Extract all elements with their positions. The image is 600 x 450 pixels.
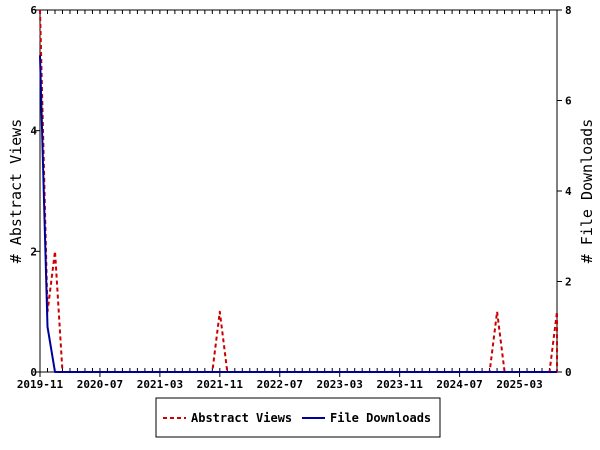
series-layer [39, 9, 558, 373]
y-right-axis-title: # File Downloads [578, 119, 596, 264]
y-right-tick-label: 4 [565, 185, 572, 198]
x-tick-label: 2021-11 [197, 378, 244, 391]
x-tick-label: 2025-03 [496, 378, 542, 391]
x-tick-label: 2020-07 [77, 378, 123, 391]
y-left-tick-label: 6 [30, 4, 37, 17]
y-left-tick-label: 0 [30, 366, 37, 379]
x-tick-label: 2021-03 [137, 378, 183, 391]
legend-label-file-downloads: File Downloads [330, 411, 431, 425]
y-left-axis-title: # Abstract Views [7, 119, 25, 264]
y-left-tick-label: 4 [30, 125, 37, 138]
series-line-file-downloads [39, 55, 557, 373]
tick-labels: 2019-11 2020-07 2021-03 2021-11 2022-07 2023-… [17, 4, 572, 391]
legend-label-abstract-views: Abstract Views [191, 411, 292, 425]
x-tick-label: 2022-07 [257, 378, 303, 391]
x-tick-label: 2024-07 [436, 378, 482, 391]
y-right-tick-label: 6 [565, 95, 572, 108]
x-tick-label: 2019-11 [17, 378, 64, 391]
plot-area [39, 9, 558, 373]
y-right-tick-label: 0 [565, 366, 572, 379]
x-tick-label: 2023-11 [376, 378, 423, 391]
axis-ticks [35, 9, 562, 377]
y-left-tick-label: 2 [30, 245, 37, 258]
y-right-tick-label: 8 [565, 4, 572, 17]
y-right-tick-label: 2 [565, 276, 572, 289]
x-tick-label: 2023-03 [317, 378, 363, 391]
legend: Abstract Views File Downloads [155, 397, 441, 438]
legend-box [155, 397, 441, 438]
